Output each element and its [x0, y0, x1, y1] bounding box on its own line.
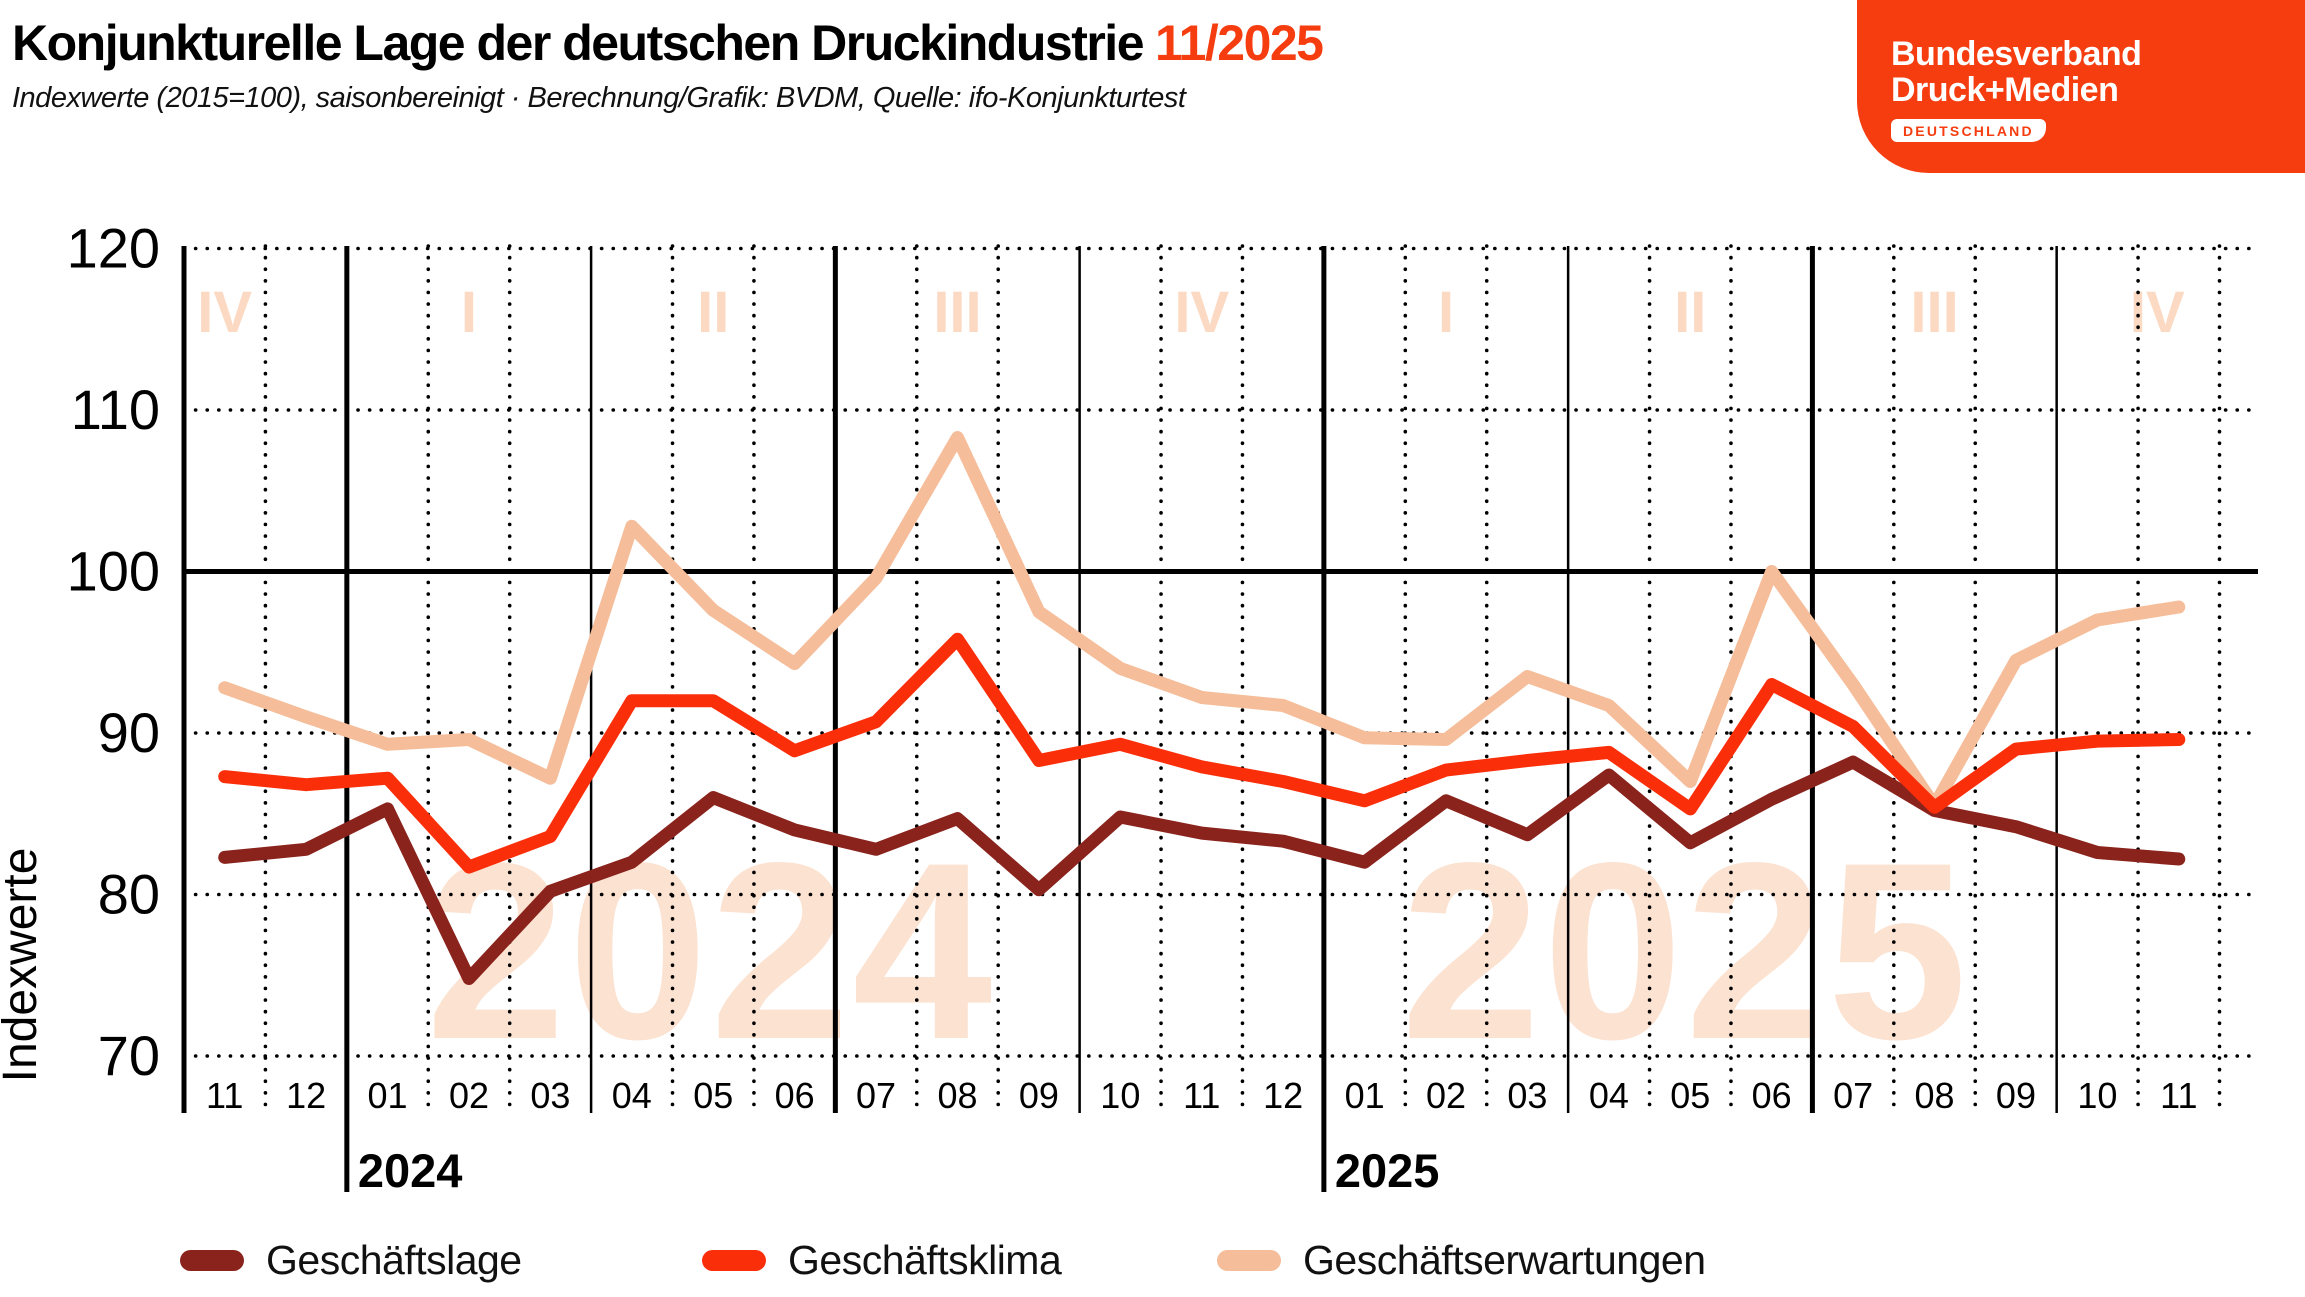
x-tick-label: 10 [2077, 1075, 2117, 1116]
year-label: 2024 [358, 1144, 463, 1197]
legend-swatch-geschaeftserwartungen [1217, 1249, 1281, 1271]
quarter-label: I [1438, 280, 1454, 345]
x-tick-label: 05 [1670, 1075, 1710, 1116]
x-tick-label: 11 [206, 1075, 243, 1116]
x-tick-label: 10 [1100, 1075, 1140, 1116]
y-tick-label: 100 [67, 540, 160, 603]
x-tick-label: 03 [530, 1075, 570, 1116]
legend-item-geschaeftserwartungen: Geschäftserwartungen [1217, 1232, 1706, 1288]
quarter-label: II [697, 280, 729, 345]
legend-label: Geschäftsklima [788, 1236, 1062, 1283]
y-tick-label: 70 [98, 1024, 160, 1087]
x-tick-label: 02 [1426, 1075, 1466, 1116]
legend-label: Geschäftslage [266, 1236, 522, 1283]
x-tick-label: 05 [693, 1075, 733, 1116]
year-watermark: 2025 [1401, 811, 1970, 1092]
y-tick-label: 90 [98, 701, 160, 764]
quarter-label: IV [197, 280, 252, 345]
series-line-geschäftsklima [218, 632, 2186, 874]
x-tick-label: 06 [775, 1075, 815, 1116]
x-tick-label: 02 [449, 1075, 489, 1116]
x-tick-label: 01 [368, 1075, 408, 1116]
x-tick-label: 08 [1915, 1075, 1955, 1116]
title-text: Konjunkturelle Lage der deutschen Drucki… [12, 15, 1145, 71]
legend-label: Geschäftserwartungen [1303, 1236, 1706, 1283]
quarter-label: III [933, 280, 981, 345]
quarter-label: IV [2130, 280, 2185, 345]
x-tick-label: 09 [1019, 1075, 1059, 1116]
x-tick-label: 07 [1833, 1075, 1873, 1116]
x-tick-label: 08 [937, 1075, 977, 1116]
bvdm-logo: Bundesverband Druck+Medien DEUTSCHLAND [1857, 0, 2305, 173]
x-tick-label: 06 [1752, 1075, 1792, 1116]
logo-line2: Druck+Medien [1891, 71, 2119, 109]
x-tick-label: 07 [856, 1075, 896, 1116]
y-tick-label: 80 [98, 863, 160, 926]
x-tick-label: 04 [612, 1075, 652, 1116]
y-axis-title: Indexwerte [0, 848, 47, 1083]
x-tick-label: 09 [1996, 1075, 2036, 1116]
legend-item-geschaeftslage: Geschäftslage [180, 1232, 522, 1288]
quarter-label: IV [1174, 280, 1229, 345]
x-tick-label: 12 [286, 1075, 326, 1116]
y-tick-label: 110 [71, 378, 160, 441]
header: Konjunkturelle Lage der deutschen Drucki… [12, 14, 1712, 115]
year-label: 2025 [1335, 1144, 1440, 1197]
page-subtitle: Indexwerte (2015=100), saisonbereinigt ·… [12, 82, 1186, 114]
x-tick-label: 11 [1183, 1075, 1220, 1116]
year-watermark: 2024 [426, 811, 995, 1092]
x-tick-label: 12 [1263, 1075, 1303, 1116]
logo-country-badge: DEUTSCHLAND [1891, 119, 2046, 142]
quarter-label: II [1674, 280, 1706, 345]
x-tick-label: 04 [1589, 1075, 1629, 1116]
quarter-label: I [461, 280, 477, 345]
chart-legend: Geschäftslage Geschäftsklima Geschäftser… [0, 1232, 2305, 1288]
quarter-label: III [1910, 280, 1958, 345]
x-tick-label: 11 [2160, 1075, 2197, 1116]
legend-swatch-geschaeftsklima [702, 1249, 766, 1271]
legend-swatch-geschaeftslage [180, 1249, 244, 1271]
legend-item-geschaeftsklima: Geschäftsklima [702, 1232, 1062, 1288]
title-date: 11/2025 [1155, 15, 1324, 71]
logo-line1: Bundesverband [1891, 35, 2142, 73]
series-line-geschäftslage [218, 755, 2186, 985]
series-line-geschäftserwartungen [218, 431, 2186, 813]
x-tick-label: 03 [1507, 1075, 1547, 1116]
y-tick-label: 120 [67, 217, 160, 280]
page-title: Konjunkturelle Lage der deutschen Drucki… [12, 14, 1712, 72]
x-tick-label: 01 [1345, 1075, 1385, 1116]
